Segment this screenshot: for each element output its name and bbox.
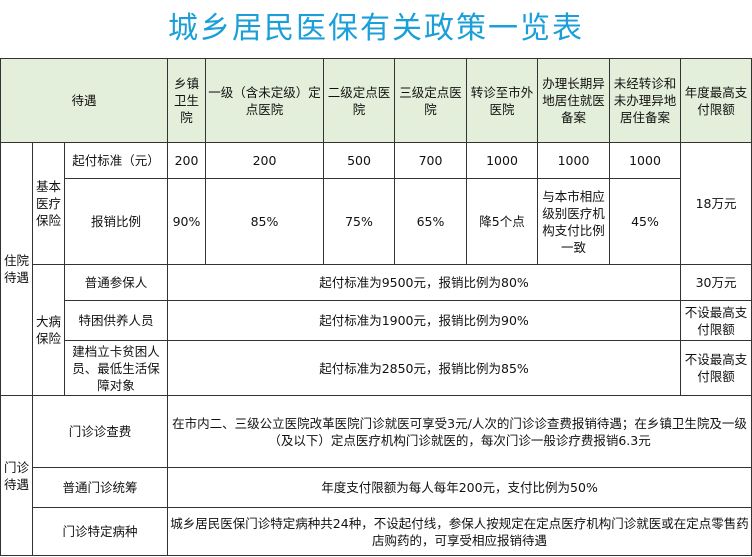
policy-table: 待遇 乡镇卫生院 一级（含未定级）定点医院 二级定点医院 三级定点医院 转诊至市…: [0, 58, 752, 556]
ratio-value: 75%: [323, 178, 396, 265]
inpatient-label: 住院待遇: [0, 142, 33, 396]
serious-row-cap: 不设最高支付限额: [680, 340, 752, 396]
deductible-value: 1000: [537, 142, 611, 179]
header-referral: 转诊至市外医院: [466, 58, 539, 143]
serious-row-label: 特困供养人员: [63, 300, 169, 341]
serious-illness-label: 大病保险: [32, 264, 65, 396]
header-township: 乡镇卫生院: [167, 58, 207, 143]
ratio-value: 45%: [609, 178, 682, 265]
ratio-value: 与本市相应级别医疗机构支付比例一致: [537, 178, 611, 265]
outpatient-row-label: 普通门诊统筹: [31, 467, 169, 508]
basic-insurance-label: 基本医疗保险: [32, 142, 65, 265]
deductible-value: 1000: [609, 142, 682, 179]
serious-row-cap: 不设最高支付限额: [680, 300, 752, 341]
header-annual-cap: 年度最高支付限额: [680, 58, 752, 143]
outpatient-row-text: 在市内二、三级公立医院改革医院门诊就医可享受3元/人次的门诊诊查费报销待遇；在乡…: [167, 395, 752, 468]
outpatient-row-text: 年度支付限额为每人每年200元，支付比例为50%: [167, 467, 752, 508]
deductible-value: 700: [394, 142, 468, 179]
ratio-value: 降5个点: [466, 178, 539, 265]
deductible-value: 200: [205, 142, 325, 179]
deductible-value: 1000: [466, 142, 539, 179]
header-long-term: 办理长期异地居住就医备案: [537, 58, 611, 143]
serious-row-text: 起付标准为9500元，报销比例为80%: [167, 264, 682, 301]
ratio-value: 90%: [167, 178, 207, 265]
outpatient-label: 门诊待遇: [0, 395, 33, 556]
ratio-value: 65%: [394, 178, 468, 265]
header-row: 待遇 乡镇卫生院 一级（含未定级）定点医院 二级定点医院 三级定点医院 转诊至市…: [0, 58, 752, 143]
ratio-label: 报销比例: [63, 178, 169, 265]
outpatient-row-label: 门诊特定病种: [31, 507, 169, 556]
serious-row-label: 普通参保人: [63, 264, 169, 301]
header-level2: 二级定点医院: [323, 58, 396, 143]
header-level1: 一级（含未定级）定点医院: [205, 58, 325, 143]
deductible-value: 200: [167, 142, 207, 179]
table-row: 大病保险 普通参保人 起付标准为9500元，报销比例为80% 30万元: [1, 264, 752, 396]
deductible-label: 起付标准（元）: [63, 142, 169, 179]
header-benefit: 待遇: [0, 58, 169, 143]
serious-row-label: 建档立卡贫困人员、最低生活保障对象: [63, 340, 169, 396]
serious-row-cap: 30万元: [680, 264, 752, 301]
header-level3: 三级定点医院: [394, 58, 468, 143]
page-title: 城乡居民医保有关政策一览表: [168, 11, 584, 46]
serious-row-text: 起付标准为1900元，报销比例为90%: [167, 300, 682, 341]
table-row: 特困供养人员 起付标准为1900元，报销比例为90% 不设最高支付限额: [1, 300, 752, 341]
table-row: 门诊特定病种 城乡居民医保门诊特定病种共24种，不设起付线，参保人按规定在定点医…: [1, 507, 752, 556]
header-no-referral: 未经转诊和未办理异地居住备案: [609, 58, 682, 143]
table-row: 建档立卡贫困人员、最低生活保障对象 起付标准为2850元，报销比例为85% 不设…: [1, 340, 752, 396]
outpatient-row-label: 门诊诊查费: [31, 395, 169, 468]
table-row: 住院待遇 基本医疗保险 起付标准（元） 200 200 500 700 1000…: [0, 142, 752, 396]
table-row: 普通门诊统筹 年度支付限额为每人每年200元，支付比例为50%: [1, 467, 752, 508]
deductible-value: 500: [323, 142, 396, 179]
table-row: 门诊待遇 门诊诊查费 在市内二、三级公立医院改革医院门诊就医可享受3元/人次的门…: [0, 395, 752, 556]
basic-annual-cap: 18万元: [680, 142, 752, 265]
outpatient-row-text: 城乡居民医保门诊特定病种共24种，不设起付线，参保人按规定在定点医疗机构门诊就医…: [167, 507, 752, 556]
serious-row-text: 起付标准为2850元，报销比例为85%: [167, 340, 682, 396]
table-row: 报销比例 90% 85% 75% 65% 降5个点 与本市相应级别医疗机构支付比…: [1, 178, 752, 265]
ratio-value: 85%: [205, 178, 325, 265]
